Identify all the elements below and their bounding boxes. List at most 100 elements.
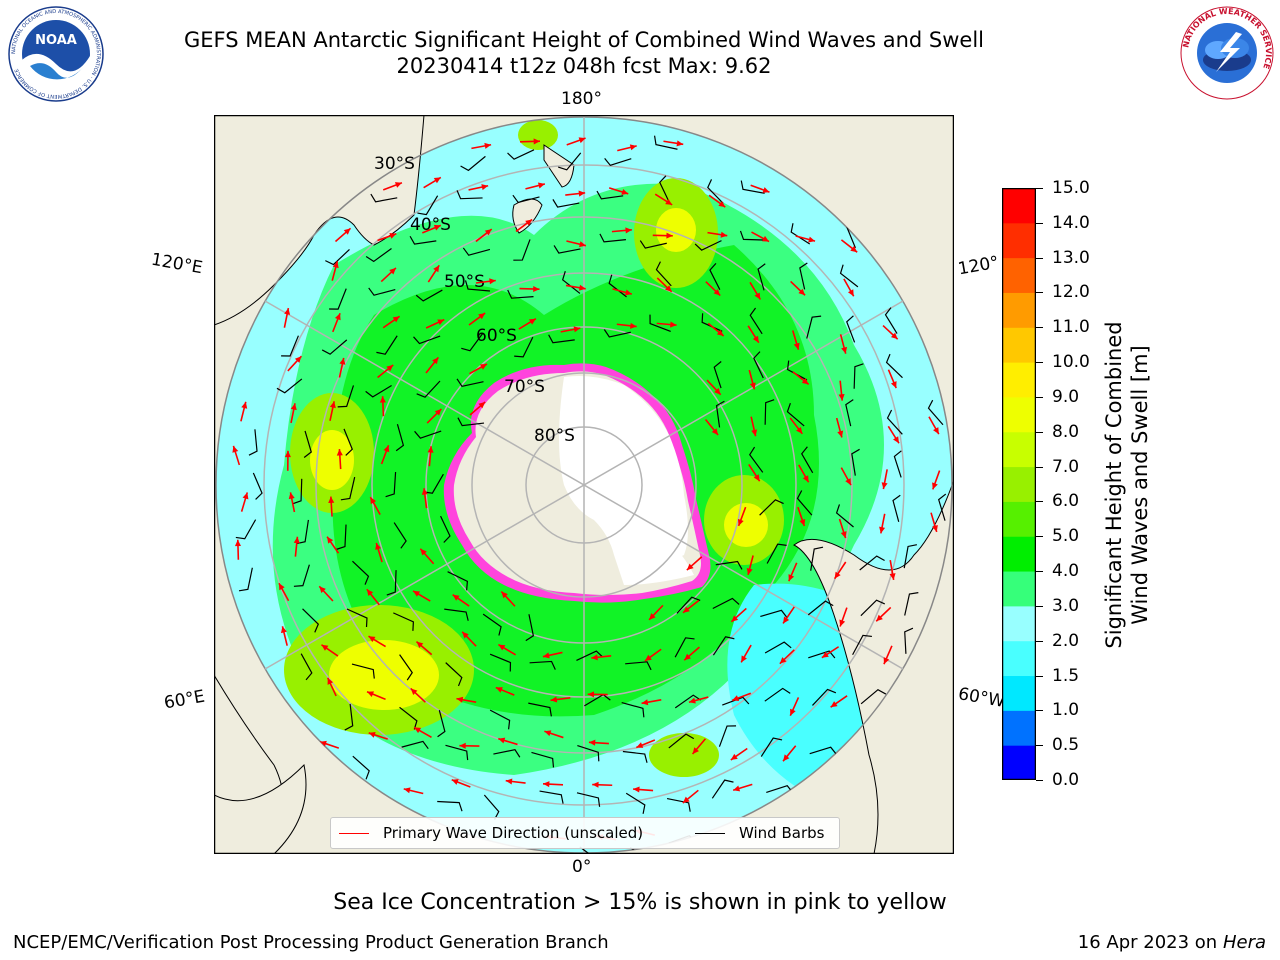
noaa-logo: NATIONAL OCEANIC AND ATMOSPHERIC ADMINIS… [8, 6, 104, 102]
wind-barb [766, 543, 787, 564]
wind-barb [447, 571, 469, 591]
wind-barb [343, 428, 353, 456]
wave-direction-arrowhead [625, 227, 632, 234]
wave-direction-arrowhead [368, 731, 376, 738]
colorbar-tick [1036, 222, 1043, 224]
wind-barb [576, 792, 601, 807]
wave-direction-arrowhead [578, 137, 586, 144]
wave-direction-arrowhead [498, 644, 506, 651]
wind-barb [596, 190, 624, 200]
wind-barb [552, 199, 580, 208]
wind-barb [553, 245, 581, 254]
wave-direction-arrowhead [890, 332, 898, 340]
wave-direction-arrowhead [682, 796, 690, 803]
wave-direction-arrowhead [592, 781, 599, 788]
wave-direction-arrowhead [834, 571, 841, 579]
wind-barb [621, 701, 645, 718]
wind-barb [740, 180, 765, 194]
wind-barb [483, 794, 500, 820]
colorbar-segment [1002, 188, 1036, 224]
chart-title: GEFS MEAN Antarctic Significant Height o… [183, 28, 985, 52]
wave-direction-arrowhead [462, 631, 469, 639]
nws-logo: NATIONAL WEATHER SERVICE [1180, 6, 1274, 100]
wind-barb [437, 710, 446, 738]
wave-direction-arrowhead [434, 408, 442, 416]
wind-barb [248, 429, 258, 456]
wave-direction-arrowhead [649, 613, 656, 620]
colorbar-tick-label: 5.0 [1052, 526, 1080, 547]
wind-barb [401, 740, 429, 750]
wind-barb [493, 749, 521, 758]
wave-direction-arrowhead [327, 677, 334, 685]
wind-barb [884, 307, 898, 334]
colorbar-segment [1002, 710, 1036, 746]
wind-barb [415, 289, 443, 302]
wind-barb [757, 263, 766, 291]
wave-direction-arrowhead [437, 319, 445, 326]
wave-direction-arrowhead [636, 742, 644, 748]
wind-barb [444, 608, 469, 621]
wave-direction-arrowhead [525, 219, 533, 226]
wind-barb [608, 274, 627, 298]
wave-direction-arrowhead [847, 289, 854, 297]
lon-label-0: 0° [572, 857, 592, 877]
legend-item-wind-barbs: Wind Barbs [695, 824, 824, 842]
wind-barb [718, 725, 737, 747]
wave-direction-arrowhead [533, 138, 540, 145]
wind-barb [514, 336, 534, 358]
wave-direction-arrowhead [321, 644, 329, 651]
colorbar-tick-label: 9.0 [1052, 386, 1080, 407]
wave-direction-arrowhead [741, 655, 747, 663]
wind-barb [760, 609, 788, 618]
wind-barb [604, 157, 632, 167]
wave-direction-arrowhead [498, 737, 506, 744]
wind-barb [340, 476, 356, 501]
wind-barb [799, 262, 808, 290]
wind-barb [711, 779, 734, 799]
wind-barb [456, 378, 484, 388]
wave-direction-arrowhead [876, 614, 883, 622]
wind-barb [437, 800, 463, 812]
wave-direction-arrowhead [544, 730, 552, 737]
wave-direction-arrowhead [389, 267, 396, 275]
colorbar-segment [1002, 292, 1036, 328]
lat-label-60: 60°S [476, 326, 517, 346]
wind-barb [674, 694, 702, 709]
wind-barb [904, 592, 919, 616]
wind-barb [321, 339, 348, 355]
colorbar-tick-label: 15.0 [1052, 178, 1090, 198]
wave-direction-arrowhead [451, 779, 459, 785]
wind-barb [886, 409, 903, 435]
colorbar-tick [1036, 536, 1043, 538]
colorbar-tick [1036, 257, 1043, 259]
wind-barb [674, 637, 695, 658]
wind-barb [892, 494, 901, 522]
wave-direction-arrowhead [788, 574, 795, 582]
wave-direction-arrowhead [327, 536, 334, 544]
wind-barb [860, 688, 887, 705]
footer-date: 16 Apr 2023 on Hera [1078, 932, 1266, 953]
wind-barb [539, 790, 564, 804]
wind-barb [599, 233, 626, 243]
wave-direction-arrowhead [692, 747, 699, 755]
wave-direction-arrowhead [478, 401, 486, 409]
wave-direction-arrowhead [881, 482, 888, 490]
wave-direction-arrowhead [550, 696, 558, 703]
wind-barb [859, 555, 885, 571]
colorbar-tick [1036, 780, 1043, 781]
wave-direction-arrowhead [591, 654, 598, 661]
wave-direction-arrowhead [732, 695, 740, 701]
footer-machine: Hera [1222, 932, 1266, 953]
wind-barb [796, 490, 813, 516]
wind-barb [603, 329, 631, 338]
colorbar-tick-label: 2.0 [1052, 630, 1080, 651]
wave-direction-arrowhead [533, 285, 540, 293]
wave-direction-arrowhead [713, 288, 721, 296]
colorbar-tick [1036, 188, 1043, 189]
colorbar-segment [1002, 745, 1036, 780]
wave-direction-arrowhead [432, 357, 439, 365]
wave-direction-arrowhead [394, 182, 402, 188]
wind-barb [507, 289, 534, 299]
wave-direction-arrowhead [339, 357, 346, 365]
wind-barb [786, 402, 805, 427]
